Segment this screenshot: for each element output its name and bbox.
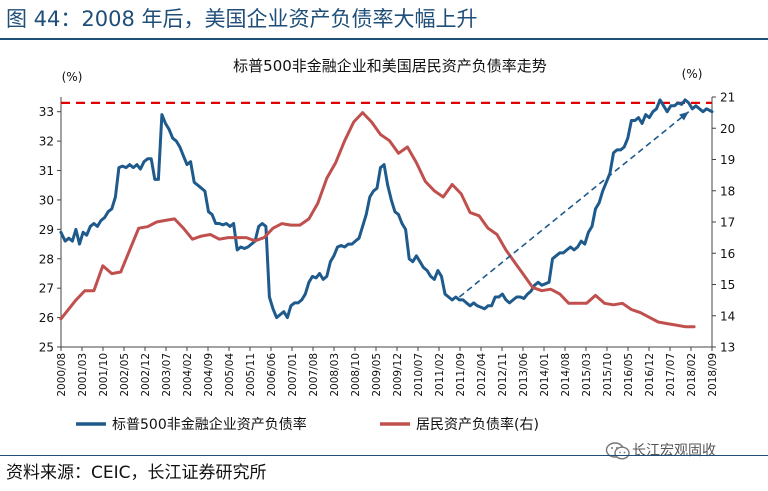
figure-title: 图 44：2008 年后，美国企业资产负债率大幅上升 <box>6 7 478 31</box>
left-tick-label: 33 <box>39 105 54 119</box>
line-chart: 标普500非金融企业和美国居民资产负债率走势 (%) (%) 252627282… <box>39 57 736 433</box>
series-line-corporate <box>59 98 714 320</box>
x-tick-label: 2011/09 <box>455 353 467 397</box>
right-tick-label: 16 <box>720 247 735 261</box>
x-tick-label: 2004/09 <box>203 353 215 397</box>
x-tick-label: 2002/12 <box>140 353 152 397</box>
right-tick-label: 21 <box>720 91 735 105</box>
left-tick-label: 30 <box>39 193 54 207</box>
x-tick-label: 2001/10 <box>98 353 110 397</box>
left-tick-label: 29 <box>39 223 54 237</box>
watermark-text: 长江宏观固收 <box>632 443 716 459</box>
x-tick-label: 2006/06 <box>266 353 278 397</box>
right-tick-label: 19 <box>720 153 735 167</box>
trend-arrow-head <box>679 111 689 121</box>
x-tick-label: 2005/04 <box>224 353 236 397</box>
left-tick-label: 27 <box>39 282 54 296</box>
x-tick-label: 2000/08 <box>56 353 68 397</box>
x-tick-label: 2009/12 <box>392 353 404 397</box>
x-tick-label: 2008/03 <box>329 353 341 397</box>
x-tick-label: 2012/04 <box>476 353 488 397</box>
series-line-household <box>59 111 696 329</box>
x-tick-label: 2007/01 <box>287 353 299 397</box>
legend-label-corporate: 标普500非金融企业资产负债率 <box>112 416 307 433</box>
left-tick-label: 28 <box>39 252 54 266</box>
x-tick-label: 2008/10 <box>350 353 362 397</box>
x-tick-label: 2015/03 <box>581 353 593 397</box>
x-tick-label: 2001/03 <box>77 353 89 397</box>
chart-plot-area <box>59 98 714 329</box>
chart-legend: 标普500非金融企业资产负债率 居民资产负债率(右) <box>76 416 539 433</box>
x-tick-label: 2018/02 <box>686 353 698 397</box>
x-tick-label: 2015/10 <box>602 353 614 397</box>
left-tick-label: 25 <box>39 341 54 355</box>
right-tick-label: 18 <box>720 184 735 198</box>
trend-arrow-line <box>458 111 690 298</box>
x-tick-label: 2016/05 <box>623 353 635 397</box>
right-tick-label: 14 <box>720 309 735 323</box>
right-tick-label: 15 <box>720 278 735 292</box>
left-axis-unit: (%) <box>62 70 83 84</box>
x-tick-label: 2012/11 <box>497 353 509 397</box>
wechat-icon <box>605 442 630 460</box>
x-tick-label: 2003/07 <box>161 353 173 397</box>
x-tick-label: 2014/08 <box>560 353 572 397</box>
x-tick-label: 2004/02 <box>182 353 194 397</box>
x-tick-label: 2014/01 <box>539 353 551 397</box>
source-note: 资料来源：CEIC，长江证券研究所 <box>6 463 267 483</box>
x-tick-label: 2013/06 <box>518 353 530 397</box>
source-divider <box>0 455 768 456</box>
x-tick-label: 2011/02 <box>434 353 446 397</box>
chart-title: 标普500非金融企业和美国居民资产负债率走势 <box>233 57 547 75</box>
x-tick-label: 2017/07 <box>665 353 677 397</box>
left-tick-label: 31 <box>39 164 54 178</box>
x-tick-label: 2010/07 <box>413 353 425 397</box>
title-divider <box>0 38 768 40</box>
chart-axes: 25 26 27 28 29 30 31 32 33 13 14 15 16 17 18 19 20 21 2000… <box>39 91 736 397</box>
right-axis-unit: (%) <box>682 67 703 81</box>
right-tick-label: 13 <box>720 341 735 355</box>
right-tick-label: 20 <box>720 122 735 136</box>
x-tick-label: 2018/09 <box>707 353 719 397</box>
legend-label-household: 居民资产负债率(右) <box>416 416 539 433</box>
right-tick-label: 17 <box>720 216 735 230</box>
x-tick-label: 2016/12 <box>644 353 656 397</box>
x-tick-label: 2009/05 <box>371 353 383 397</box>
left-tick-label: 32 <box>39 135 54 149</box>
x-tick-label: 2005/11 <box>245 353 257 397</box>
x-tick-label: 2002/05 <box>119 353 131 397</box>
left-tick-label: 26 <box>39 311 54 325</box>
x-tick-label: 2007/08 <box>308 353 320 397</box>
